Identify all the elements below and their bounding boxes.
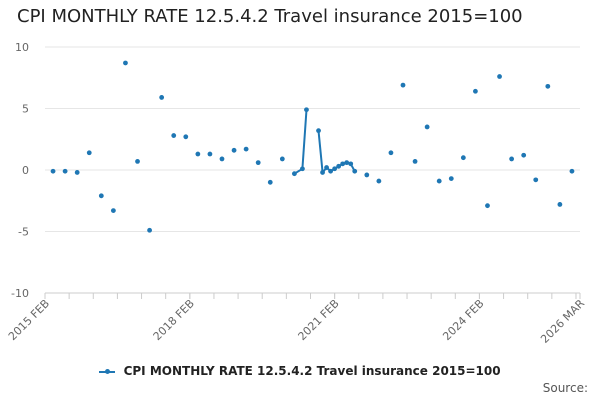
data-point <box>473 88 478 94</box>
data-point <box>74 170 80 175</box>
y-tick-label: 5 <box>22 103 29 116</box>
x-tick-label: 2021 FEB <box>296 297 342 343</box>
data-point <box>569 168 575 174</box>
gridlines <box>45 46 580 232</box>
x-tick-label: 2018 FEB <box>151 297 197 343</box>
data-point <box>388 150 394 156</box>
data-point <box>147 227 152 233</box>
data-point <box>291 171 297 177</box>
y-tick-label: 10 <box>15 41 29 54</box>
data-point <box>448 176 454 182</box>
data-point <box>98 193 104 199</box>
data-point <box>352 168 358 174</box>
data-point <box>521 152 527 158</box>
data-point <box>400 82 406 88</box>
data-point <box>316 128 321 134</box>
data-point <box>183 134 189 140</box>
source-label: Source: <box>542 381 588 395</box>
legend[interactable]: CPI MONTHLY RATE 12.5.4.2 Travel insuran… <box>0 364 600 378</box>
x-tick-label: 2026 MAR <box>538 297 587 346</box>
data-point <box>412 158 418 164</box>
data-point <box>320 170 325 175</box>
x-tick-label: 2024 FEB <box>440 297 486 343</box>
data-point <box>557 202 563 207</box>
data-point <box>50 168 56 174</box>
data-point <box>171 133 177 138</box>
data-point <box>436 178 442 184</box>
data-point <box>509 156 515 162</box>
data-point <box>86 150 92 156</box>
data-point <box>485 203 490 209</box>
data-point <box>300 166 305 172</box>
data-point <box>62 168 68 174</box>
data-point <box>267 179 273 185</box>
data-point <box>332 166 338 172</box>
legend-swatch-icon <box>99 368 116 374</box>
data-point <box>344 160 350 166</box>
data-point <box>324 165 329 170</box>
series-line-segment <box>293 109 308 175</box>
x-tick-label: 2015 FEB <box>6 297 52 343</box>
data-point <box>424 124 430 130</box>
y-tick-label: -10 <box>11 287 29 300</box>
data-point <box>304 107 309 113</box>
data-point <box>348 161 354 167</box>
y-tick-label: 0 <box>22 164 29 177</box>
series-points <box>50 60 575 233</box>
y-axis-ticks: -10 -5 0 5 10 <box>11 41 29 300</box>
data-point <box>231 147 237 153</box>
data-point <box>135 158 140 164</box>
y-tick-label: -5 <box>18 226 29 239</box>
data-point <box>195 151 201 157</box>
data-point <box>243 146 249 152</box>
data-point <box>376 178 382 184</box>
data-point <box>219 156 225 162</box>
legend-label: CPI MONTHLY RATE 12.5.4.2 Travel insuran… <box>123 364 501 378</box>
data-point <box>533 177 539 183</box>
data-point <box>328 168 334 174</box>
data-point <box>336 163 342 169</box>
data-point <box>460 155 466 161</box>
data-point <box>279 156 285 162</box>
data-point <box>497 74 502 79</box>
data-point <box>364 172 370 178</box>
data-point <box>110 208 116 213</box>
data-point <box>545 83 551 89</box>
chart-title: CPI MONTHLY RATE 12.5.4.2 Travel insuran… <box>17 6 523 27</box>
x-axis-ticks: 2015 FEB 2018 FEB 2021 FEB 2024 FEB 2026 MAR <box>6 293 587 346</box>
data-point <box>340 161 346 167</box>
data-point <box>255 160 261 166</box>
data-point <box>207 151 213 157</box>
data-point <box>159 95 165 100</box>
data-point <box>123 60 128 66</box>
